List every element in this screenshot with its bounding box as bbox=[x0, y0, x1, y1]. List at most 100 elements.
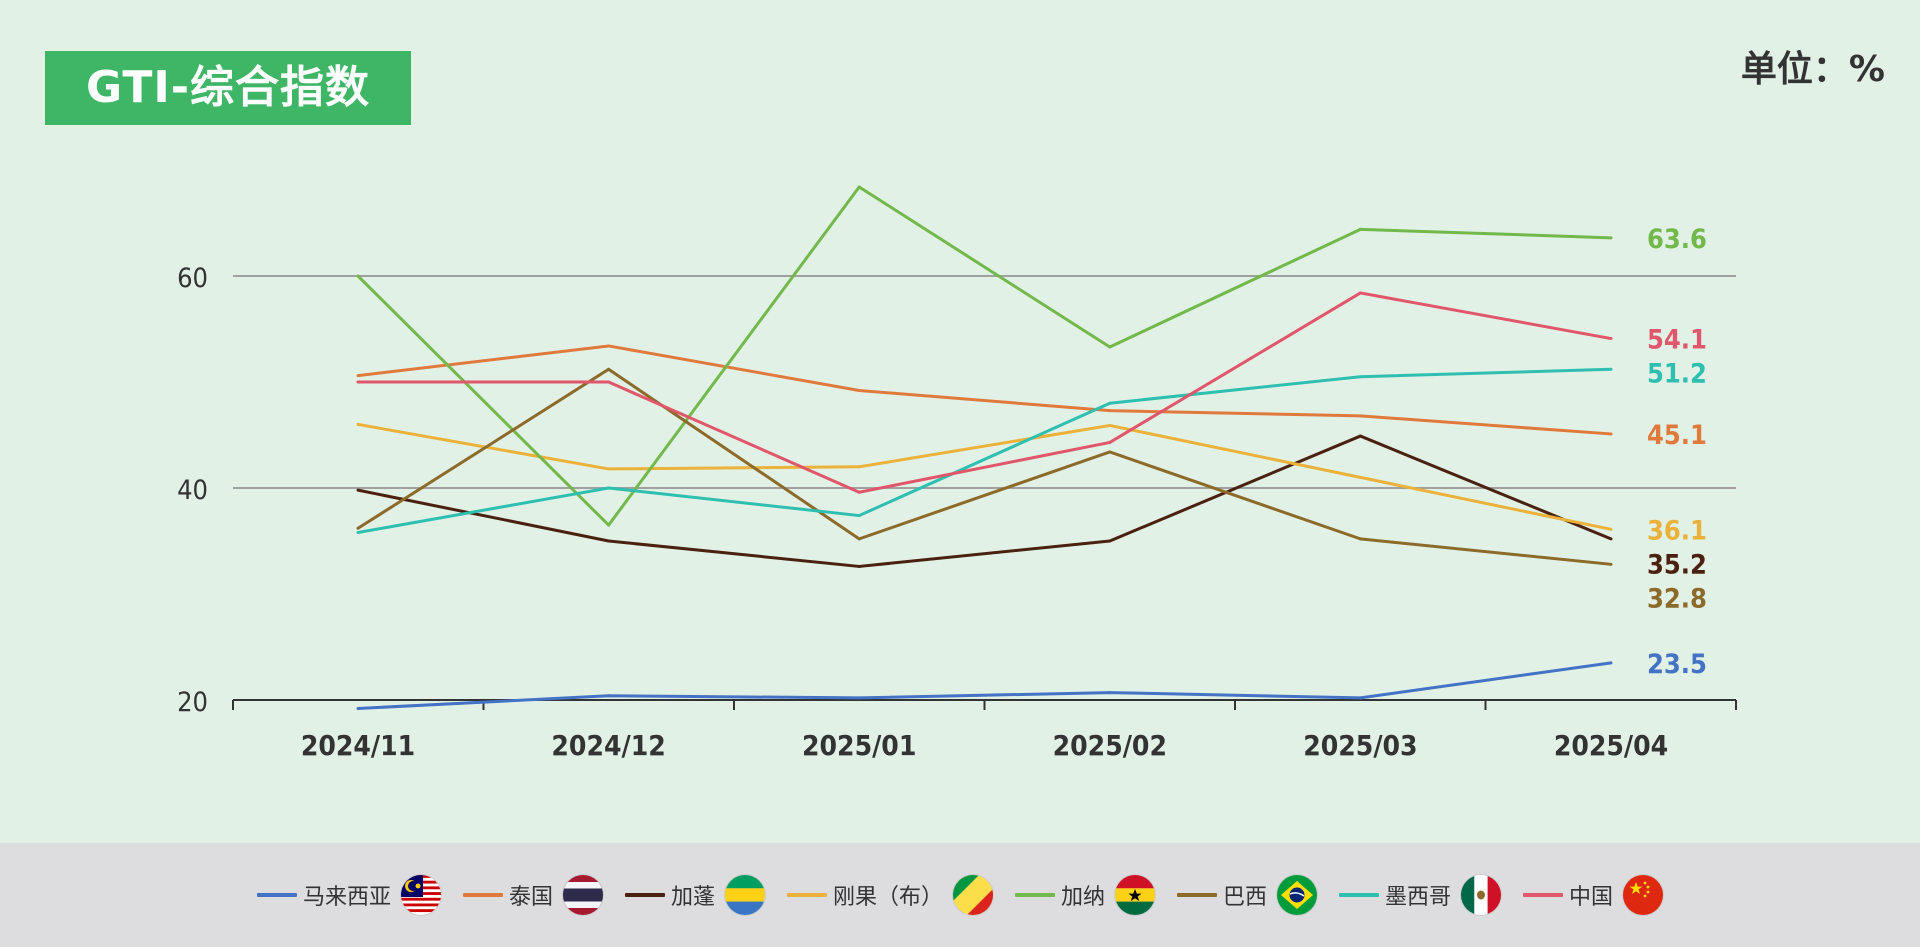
series-line-2 bbox=[357, 434, 1612, 568]
end-value-label: 54.1 bbox=[1647, 325, 1707, 356]
data-point bbox=[1609, 527, 1613, 531]
x-tick-label: 2025/04 bbox=[1554, 729, 1668, 762]
grid-layer: 20 40 60 bbox=[177, 263, 1736, 718]
data-point bbox=[1108, 691, 1112, 695]
gabon-flag-icon bbox=[724, 875, 765, 915]
x-tick-label: 2025/01 bbox=[802, 729, 916, 762]
x-tick-label: 2024/11 bbox=[301, 729, 415, 762]
series-line-0 bbox=[357, 661, 1612, 710]
legend-label: 中国 bbox=[1569, 885, 1614, 910]
x-tick-label: 2025/03 bbox=[1303, 729, 1417, 762]
series-line-7 bbox=[358, 291, 1612, 494]
data-point bbox=[607, 467, 611, 471]
data-point bbox=[1108, 450, 1112, 454]
y-tick-label: 20 bbox=[177, 687, 208, 718]
data-point bbox=[857, 696, 861, 700]
end-value-label: 23.5 bbox=[1647, 649, 1707, 680]
data-point bbox=[857, 465, 861, 469]
y-tick-label: 60 bbox=[177, 263, 208, 294]
data-point bbox=[857, 537, 861, 541]
data-point bbox=[1358, 291, 1362, 295]
data-point bbox=[1609, 367, 1613, 371]
legend-label: 刚果（布） bbox=[832, 885, 943, 910]
data-point bbox=[1609, 537, 1613, 541]
data-point bbox=[607, 539, 611, 543]
data-point bbox=[1358, 475, 1362, 479]
data-point bbox=[1358, 227, 1362, 231]
malaysia-flag-icon bbox=[400, 875, 441, 915]
ghana-flag-icon bbox=[1115, 875, 1156, 915]
data-point bbox=[607, 344, 611, 348]
legend-swatch bbox=[256, 893, 297, 897]
data-point bbox=[356, 274, 360, 278]
x-tick-label: 2024/12 bbox=[551, 729, 665, 762]
legend-swatch bbox=[1015, 893, 1055, 897]
series-line-5 bbox=[357, 367, 1612, 566]
legend-item: 加纳 bbox=[1015, 875, 1156, 915]
legend-item: 加蓬 bbox=[624, 875, 765, 915]
legend-swatch bbox=[1177, 893, 1218, 897]
data-point bbox=[1108, 401, 1112, 405]
data-point bbox=[1108, 539, 1112, 543]
mexico-flag-icon bbox=[1461, 875, 1502, 915]
data-point bbox=[1108, 423, 1112, 427]
data-point bbox=[607, 694, 611, 698]
legend-swatch bbox=[624, 893, 665, 897]
legend-item: 刚果（布） bbox=[786, 875, 993, 915]
data-point bbox=[356, 422, 360, 426]
data-point bbox=[857, 514, 861, 518]
data-point bbox=[356, 374, 360, 378]
data-point bbox=[1108, 440, 1112, 444]
x-axis: 2024/11 2024/12 2025/01 2025/02 2025/03 2025/… bbox=[232, 699, 1737, 762]
legend-label: 加蓬 bbox=[670, 885, 715, 910]
data-point bbox=[857, 185, 861, 189]
data-point bbox=[356, 380, 360, 384]
data-point bbox=[356, 526, 360, 530]
legend-label: 加纳 bbox=[1061, 885, 1106, 910]
end-value-label: 51.2 bbox=[1647, 359, 1707, 390]
data-point bbox=[607, 486, 611, 490]
data-point bbox=[1358, 375, 1362, 379]
line-chart: 20 40 60 2024/11 2024/12 2025/01 2025/02 2025/… bbox=[177, 185, 1737, 762]
legend-swatch bbox=[786, 893, 827, 897]
data-point bbox=[607, 367, 611, 371]
legend-swatch bbox=[1523, 893, 1564, 897]
data-point bbox=[1609, 337, 1613, 341]
chart-panel: GTI-综合指数 单位：% 20 40 60 2024/11 2024/12 2025/… bbox=[0, 0, 1920, 843]
congo-flag-icon bbox=[953, 875, 993, 915]
x-tick-label: 2025/02 bbox=[1053, 729, 1167, 762]
data-point bbox=[857, 388, 861, 392]
data-point bbox=[1108, 345, 1112, 349]
end-value-label: 36.1 bbox=[1647, 515, 1707, 546]
series-line-6 bbox=[357, 367, 1612, 534]
series-line-3 bbox=[357, 422, 1612, 531]
data-point bbox=[1358, 414, 1362, 418]
data-point bbox=[1358, 696, 1362, 700]
legend-swatch bbox=[462, 893, 503, 897]
series-layer bbox=[356, 185, 1613, 710]
data-point bbox=[356, 531, 360, 535]
series-line-1 bbox=[357, 344, 1612, 436]
legend-label: 墨西哥 bbox=[1385, 885, 1452, 910]
series-line-4 bbox=[356, 185, 1612, 527]
end-value-label: 32.8 bbox=[1647, 583, 1707, 614]
data-point bbox=[1609, 562, 1613, 566]
legend-label: 泰国 bbox=[508, 885, 553, 910]
legend-swatch bbox=[1339, 893, 1380, 897]
data-point bbox=[1358, 434, 1362, 438]
legend-item: 泰国 bbox=[462, 875, 603, 915]
y-tick-label: 40 bbox=[177, 475, 208, 506]
data-point bbox=[1108, 409, 1112, 413]
unit-label: 单位：% bbox=[1740, 49, 1885, 90]
legend-items: 马来西亚 泰国 加蓬 刚果（布） 加纳 巴西 墨西哥 中国 bbox=[0, 843, 1920, 947]
end-label-layer: 63.6 54.151.2 45.1 36.135.232.8 23.5 bbox=[1647, 224, 1707, 680]
data-point bbox=[857, 564, 861, 568]
chart-title: GTI-综合指数 bbox=[45, 51, 411, 125]
china-flag-icon bbox=[1623, 875, 1664, 915]
end-value-label: 63.6 bbox=[1647, 224, 1707, 255]
data-point bbox=[1609, 661, 1613, 665]
data-point bbox=[356, 706, 360, 710]
data-point bbox=[1358, 537, 1362, 541]
legend-label: 巴西 bbox=[1223, 885, 1268, 910]
data-point bbox=[1609, 236, 1613, 240]
